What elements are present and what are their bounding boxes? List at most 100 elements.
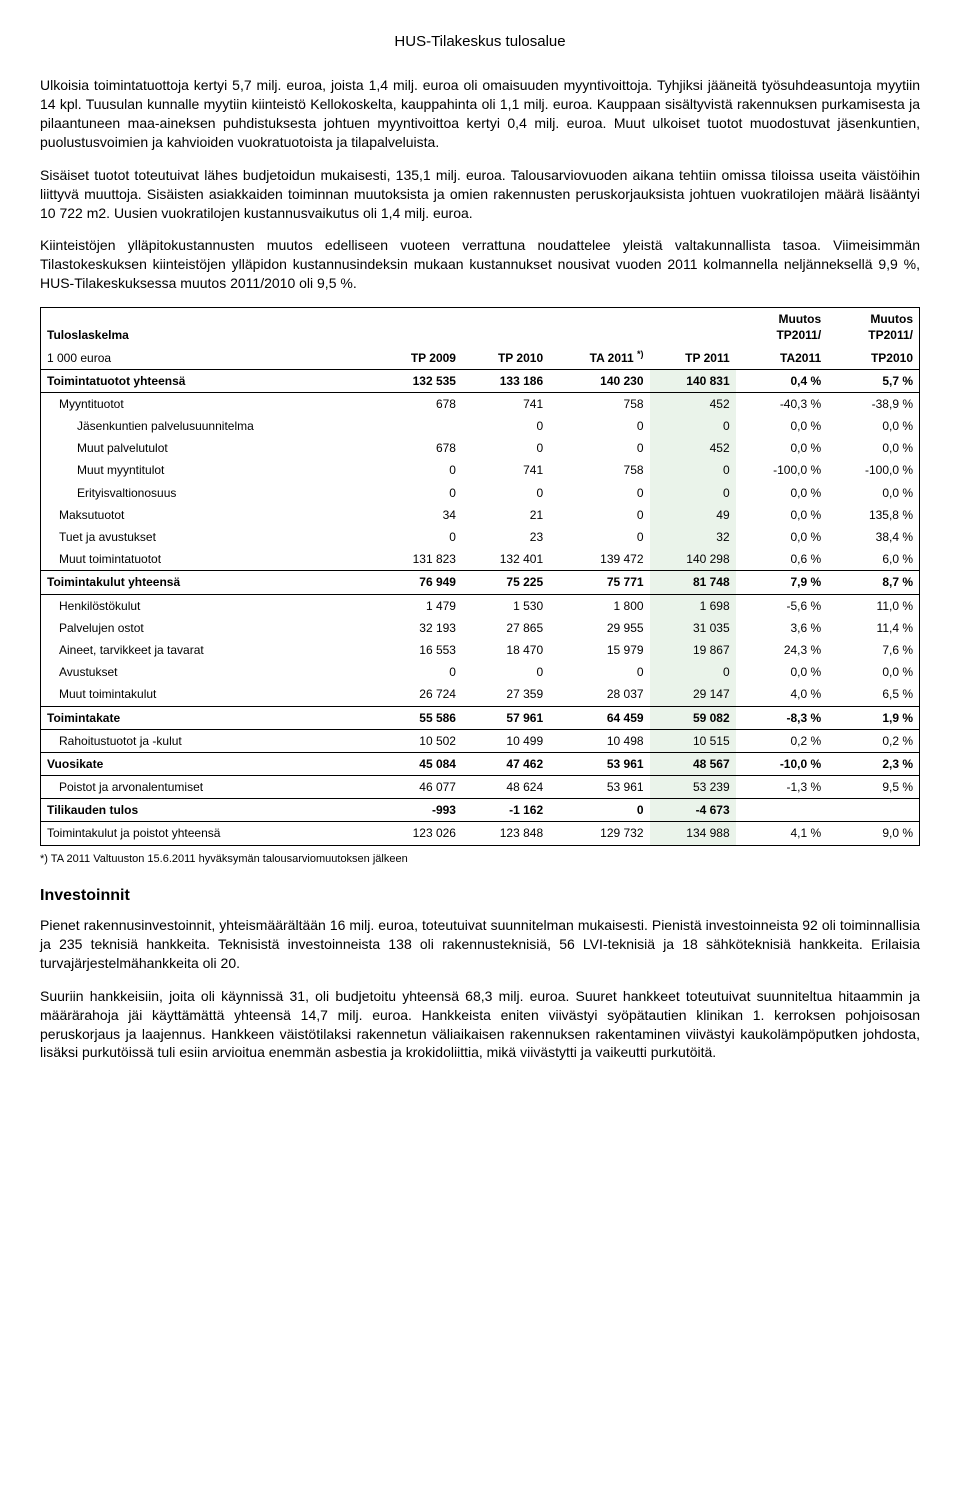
row-label: Vuosikate xyxy=(41,752,375,775)
row-value: 48 567 xyxy=(650,752,736,775)
row-value: 27 865 xyxy=(462,617,549,639)
row-value: 0 xyxy=(375,661,462,683)
row-value: 0,0 % xyxy=(736,437,828,459)
row-value: 59 082 xyxy=(650,706,736,729)
table-row: Muut toimintatuotot131 823132 401139 472… xyxy=(41,548,920,571)
row-value: 53 961 xyxy=(549,752,649,775)
row-value: -40,3 % xyxy=(736,392,828,415)
row-value: 0,0 % xyxy=(827,437,919,459)
row-value: 678 xyxy=(375,437,462,459)
row-value: 132 535 xyxy=(375,369,462,392)
row-value: 758 xyxy=(549,392,649,415)
row-value: 9,0 % xyxy=(827,822,919,845)
row-value: 3,6 % xyxy=(736,617,828,639)
row-label: Jäsenkuntien palvelusuunnitelma xyxy=(41,415,375,437)
table-row: Muut toimintakulut26 72427 35928 03729 1… xyxy=(41,683,920,706)
row-value: 0,0 % xyxy=(736,661,828,683)
row-value: 123 848 xyxy=(462,822,549,845)
row-value: 0 xyxy=(549,437,649,459)
row-value: 139 472 xyxy=(549,548,649,571)
table-row: Henkilöstökulut1 4791 5301 8001 698-5,6 … xyxy=(41,594,920,617)
row-value: 48 624 xyxy=(462,776,549,799)
row-value: 34 xyxy=(375,504,462,526)
row-value: 0 xyxy=(375,482,462,504)
row-value: 134 988 xyxy=(650,822,736,845)
table-row: Jäsenkuntien palvelusuunnitelma0000,0 %0… xyxy=(41,415,920,437)
row-value: 0,2 % xyxy=(827,729,919,752)
row-value: 32 193 xyxy=(375,617,462,639)
row-value: 11,4 % xyxy=(827,617,919,639)
row-value: 57 961 xyxy=(462,706,549,729)
row-value: 10 502 xyxy=(375,729,462,752)
row-value: 1 530 xyxy=(462,594,549,617)
table-footnote: *) TA 2011 Valtuuston 15.6.2011 hyväksym… xyxy=(40,852,920,867)
row-value: -10,0 % xyxy=(736,752,828,775)
row-value: 678 xyxy=(375,392,462,415)
row-value: 0 xyxy=(462,482,549,504)
col-tp2009: TP 2009 xyxy=(375,308,462,370)
row-value: -100,0 % xyxy=(827,459,919,481)
row-value: 131 823 xyxy=(375,548,462,571)
row-value: 23 xyxy=(462,526,549,548)
row-value: 0 xyxy=(462,415,549,437)
row-value: 0,0 % xyxy=(736,504,828,526)
row-value: 8,7 % xyxy=(827,571,919,594)
row-value: 0 xyxy=(650,482,736,504)
row-value: 0 xyxy=(650,459,736,481)
row-value: 49 xyxy=(650,504,736,526)
table-row: Rahoitustuotot ja -kulut10 50210 49910 4… xyxy=(41,729,920,752)
row-label: Aineet, tarvikkeet ja tavarat xyxy=(41,639,375,661)
row-value: 10 515 xyxy=(650,729,736,752)
row-label: Toimintakate xyxy=(41,706,375,729)
page-title: HUS-Tilakeskus tulosalue xyxy=(394,33,565,50)
table-row: Aineet, tarvikkeet ja tavarat16 55318 47… xyxy=(41,639,920,661)
table-row: Toimintatuotot yhteensä132 535133 186140… xyxy=(41,369,920,392)
row-value: 47 462 xyxy=(462,752,549,775)
row-value: 0 xyxy=(650,415,736,437)
row-value: 53 239 xyxy=(650,776,736,799)
row-value: 0,2 % xyxy=(736,729,828,752)
row-value: 81 748 xyxy=(650,571,736,594)
row-value: 15 979 xyxy=(549,639,649,661)
row-value: 10 498 xyxy=(549,729,649,752)
row-value: 140 230 xyxy=(549,369,649,392)
row-value: 75 225 xyxy=(462,571,549,594)
section-heading-investoinnit: Investoinnit xyxy=(40,885,920,907)
row-label: Toimintakulut ja poistot yhteensä xyxy=(41,822,375,845)
row-value: 29 955 xyxy=(549,617,649,639)
income-statement-table: Tuloslaskelma TP 2009 TP 2010 TA 2011 *)… xyxy=(40,307,920,846)
row-label: Palvelujen ostot xyxy=(41,617,375,639)
row-value: 133 186 xyxy=(462,369,549,392)
row-value: 0,0 % xyxy=(736,526,828,548)
row-value: 1 479 xyxy=(375,594,462,617)
row-value: 1,9 % xyxy=(827,706,919,729)
row-value: 140 298 xyxy=(650,548,736,571)
paragraph-2: Sisäiset tuotot toteutuivat lähes budjet… xyxy=(40,166,920,223)
col-change-tp: Muutos TP2011/ xyxy=(827,308,919,347)
row-value: 0,0 % xyxy=(827,415,919,437)
row-value: 27 359 xyxy=(462,683,549,706)
row-value: 0 xyxy=(650,661,736,683)
table-row: Erityisvaltionosuus00000,0 %0,0 % xyxy=(41,482,920,504)
row-value: 1 800 xyxy=(549,594,649,617)
col-change-ta: Muutos TP2011/ xyxy=(736,308,828,347)
table-row: Poistot ja arvonalentumiset46 07748 6245… xyxy=(41,776,920,799)
row-value: 38,4 % xyxy=(827,526,919,548)
row-value: 7,6 % xyxy=(827,639,919,661)
row-value: 55 586 xyxy=(375,706,462,729)
row-value: 18 470 xyxy=(462,639,549,661)
row-value: 0 xyxy=(375,526,462,548)
row-label: Tilikauden tulos xyxy=(41,799,375,822)
table-row: Toimintakulut ja poistot yhteensä123 026… xyxy=(41,822,920,845)
row-value: 0,4 % xyxy=(736,369,828,392)
row-label: Toimintakulut yhteensä xyxy=(41,571,375,594)
paragraph-1: Ulkoisia toimintatuottoja kertyi 5,7 mil… xyxy=(40,76,920,152)
row-label: Erityisvaltionosuus xyxy=(41,482,375,504)
table-row: Tilikauden tulos-993-1 1620-4 673 xyxy=(41,799,920,822)
col-change-tp-2: TP2010 xyxy=(827,347,919,370)
row-value xyxy=(827,799,919,822)
row-value: 0 xyxy=(549,415,649,437)
paragraph-3: Kiinteistöjen ylläpitokustannusten muuto… xyxy=(40,236,920,293)
col-tp2011: TP 2011 xyxy=(650,308,736,370)
row-label: Poistot ja arvonalentumiset xyxy=(41,776,375,799)
